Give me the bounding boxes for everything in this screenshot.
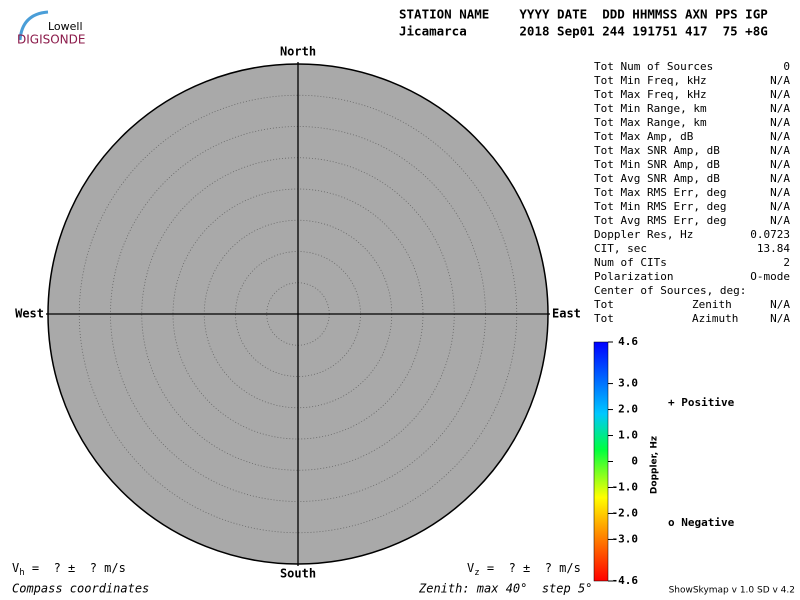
stat-label: Tot Min Freq, kHz [594,74,707,87]
stat-label: Tot Num of Sources [594,60,713,73]
stat-value: 13.84 [757,242,790,255]
stat-label: Tot Max SNR Amp, dB [594,144,720,157]
skymap [46,62,550,566]
stat-value: N/A [770,130,790,143]
colorbar-tick-label: 3.0 [618,377,638,390]
colorbar-ticks: 4.6 3.0 2.0 1.0 0 -1.0 -2.0 -3.0 -4.6 [608,335,638,587]
stat-label: Tot Max Amp, dB [594,130,694,143]
header-line: STATION NAME YYYY DATE DDD HHMMSS AXN PP… [399,7,768,22]
legend-negative: o Negative [668,516,735,529]
vh: Vh = ? ± ? m/s [12,561,126,578]
colorbar-tick-label: 2.0 [618,403,638,416]
stat-value: 0 [783,60,790,73]
stats: Tot Num of Sources 0 Tot Min Freq, kHz N/A T… [594,60,790,325]
header-line: Jicamarca 2018 Sep01 244 191751 417 75 +… [399,24,768,39]
stat-sublabel: Zenith [692,298,732,311]
stat-value: N/A [770,102,790,115]
colorbar-title: Doppler, Hz [650,436,660,494]
vz: Vz = ? ± ? m/s [467,561,581,578]
stat-value: O-mode [750,270,790,283]
stat-label: Tot [594,312,614,325]
stat-value: N/A [770,298,790,311]
stat-label: Tot Max RMS Err, deg [594,186,726,199]
colorbar-tick-label: -3.0 [612,532,639,545]
zenith-note: Zenith: max 40° step 5° [418,582,592,596]
version: ShowSkymap v 1.0 SD v 4.2 [669,586,795,596]
stat-value: 0.0723 [750,228,790,241]
stat-label: CIT, sec [594,242,647,255]
stat-sublabel: Azimuth [692,312,738,325]
stat-label: Tot Avg SNR Amp, dB [594,172,720,185]
colorbar-tick-label: -4.6 [612,574,639,587]
east-label: East [552,307,581,321]
colorbar-tick-label: -2.0 [612,506,639,519]
logo-bottom: DIGISONDE [17,33,85,47]
stat-label: Polarization [594,270,673,283]
legend-positive: + Positive [668,396,735,409]
stat-value: N/A [770,116,790,129]
stat-value: N/A [770,172,790,185]
stat-label: Tot Min Range, km [594,102,707,115]
stat-value: 2 [783,256,790,269]
stat-label: Tot Max Range, km [594,116,707,129]
stat-value: N/A [770,88,790,101]
stat-label: Tot Min SNR Amp, dB [594,158,720,171]
stat-label: Tot [594,298,614,311]
stat-label: Doppler Res, Hz [594,228,693,241]
stat-label: Tot Min RMS Err, deg [594,200,726,213]
stat-label: Tot Avg RMS Err, deg [594,214,726,227]
colorbar-tick-label: 4.6 [618,335,638,348]
stat-label: Center of Sources, deg: [594,284,746,297]
stat-value: N/A [770,158,790,171]
west-label: West [15,307,44,321]
stat-value: N/A [770,74,790,87]
stat-value: N/A [770,214,790,227]
compass-note: Compass coordinates [12,582,149,596]
stat-value: N/A [770,186,790,199]
stat-value: N/A [770,144,790,157]
logo-top: Lowell [48,20,83,33]
stat-label: Tot Max Freq, kHz [594,88,707,101]
stat-value: N/A [770,200,790,213]
stat-label: Num of CITs [594,256,667,269]
stat-value: N/A [770,312,790,325]
colorbar [593,341,609,582]
south-label: South [280,567,316,581]
colorbar-tick-label: 1.0 [618,429,638,442]
colorbar-tick-label: -1.0 [612,480,639,493]
north-label: North [280,45,316,59]
colorbar-tick-label: 0 [631,455,638,468]
logo-arc [18,10,49,41]
